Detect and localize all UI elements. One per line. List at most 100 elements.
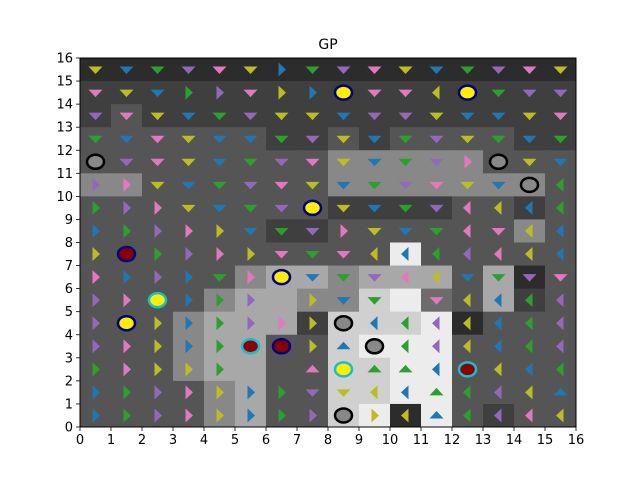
policy-arrow-left: [401, 408, 409, 423]
policy-arrow-right: [185, 385, 193, 400]
x-tick-label: 5: [231, 433, 239, 448]
policy-arrow-left: [556, 362, 564, 377]
policy-arrow-right: [92, 177, 100, 192]
policy-arrow-down: [336, 389, 351, 397]
policy-arrow-down: [305, 389, 320, 397]
policy-arrow-down: [398, 158, 413, 167]
policy-arrow-right: [154, 200, 162, 215]
policy-arrow-down: [243, 181, 258, 190]
policy-arrow-right: [309, 316, 317, 331]
y-tick-label: 4: [65, 328, 73, 343]
policy-arrow-right: [216, 339, 224, 354]
policy-arrow-right: [185, 339, 193, 354]
policy-arrow-down: [119, 158, 134, 167]
state-marker: [271, 268, 292, 286]
policy-arrow-right: [278, 408, 286, 423]
policy-arrow-left: [463, 247, 471, 262]
policy-arrow-down: [150, 135, 165, 144]
policy-arrow-down: [491, 112, 506, 121]
y-tick-label: 14: [56, 98, 73, 113]
policy-arrow-down: [553, 89, 568, 98]
policy-arrow-right: [216, 316, 224, 331]
policy-arrow-left: [556, 316, 564, 331]
y-tick-label: 0: [65, 421, 73, 436]
policy-arrow-left: [556, 247, 564, 262]
policy-arrow-left: [432, 85, 440, 100]
policy-arrow-right: [278, 62, 286, 77]
policy-arrow-down: [150, 158, 165, 167]
policy-arrow-left: [463, 385, 471, 400]
policy-arrow-down: [181, 158, 196, 167]
state-marker: [85, 153, 106, 171]
policy-arrow-right: [216, 223, 224, 238]
policy-arrow-left: [525, 293, 533, 308]
policy-arrow-down: [181, 204, 196, 213]
policy-arrow-down: [398, 227, 413, 236]
y-tick-label: 6: [65, 282, 73, 297]
policy-arrow-right: [340, 223, 348, 238]
policy-arrow-left: [370, 385, 378, 400]
policy-arrow-left: [370, 247, 378, 262]
policy-arrow-down: [367, 227, 382, 236]
policy-arrow-right: [123, 293, 131, 308]
policy-arrow-down: [119, 135, 134, 144]
state-marker: [457, 361, 478, 378]
policy-arrow-down: [367, 112, 382, 121]
policy-arrow-right: [154, 270, 162, 285]
policy-arrow-right: [154, 247, 162, 262]
y-tick-label: 5: [65, 305, 73, 320]
policy-arrow-down: [367, 89, 382, 98]
policy-arrow-left: [401, 247, 409, 262]
policy-arrow-down: [243, 66, 258, 75]
policy-arrow-down: [460, 135, 475, 144]
policy-arrow-down: [367, 181, 382, 190]
x-tick-label: 7: [293, 433, 301, 448]
policy-arrow-right: [185, 408, 193, 423]
policy-arrow-down: [491, 274, 506, 282]
policy-arrow-down: [491, 135, 506, 144]
policy-arrow-left: [463, 200, 471, 215]
policy-arrow-up: [398, 364, 413, 373]
state-marker: [302, 199, 323, 217]
policy-arrow-right: [247, 247, 255, 262]
heatmap-cell: [235, 357, 267, 382]
state-marker: [240, 338, 261, 355]
x-tick-label: 6: [262, 433, 270, 448]
policy-arrow-down: [367, 297, 382, 305]
policy-arrow-right: [154, 385, 162, 400]
policy-arrow-left: [432, 339, 440, 354]
state-markers: [85, 84, 540, 424]
policy-arrow-down: [336, 251, 351, 259]
policy-arrow-down: [212, 181, 227, 190]
policy-arrow-right: [92, 293, 100, 308]
policy-arrow-right: [154, 223, 162, 238]
policy-arrow-left: [525, 223, 533, 238]
state-marker: [333, 84, 354, 101]
state-marker: [333, 314, 354, 332]
policy-arrow-left: [494, 200, 502, 215]
policy-arrow-right: [92, 247, 100, 262]
policy-arrow-right: [123, 223, 131, 238]
policy-arrow-down: [522, 274, 537, 282]
policy-arrow-down: [460, 274, 475, 282]
policy-arrow-down: [119, 89, 134, 98]
policy-arrow-down: [212, 66, 227, 75]
policy-arrow-down: [243, 227, 258, 236]
policy-arrow-right: [371, 408, 379, 423]
policy-arrow-down: [305, 181, 320, 190]
policy-arrow-down: [460, 112, 475, 121]
policy-arrow-down: [398, 89, 413, 98]
policy-arrow-down: [212, 135, 227, 144]
policy-arrow-right: [185, 247, 193, 262]
policy-arrow-down: [274, 251, 289, 259]
y-tick-label: 11: [56, 167, 73, 182]
policy-arrow-down: [398, 204, 413, 213]
policy-arrow-up: [553, 387, 568, 396]
heatmap-cell: [390, 288, 422, 313]
policy-arrow-left: [432, 247, 440, 262]
policy-arrow-right: [216, 408, 224, 423]
policy-arrow-right: [185, 362, 193, 377]
policy-arrow-left: [463, 223, 471, 238]
policy-arrow-down: [553, 66, 568, 75]
policy-arrow-right: [278, 85, 286, 100]
